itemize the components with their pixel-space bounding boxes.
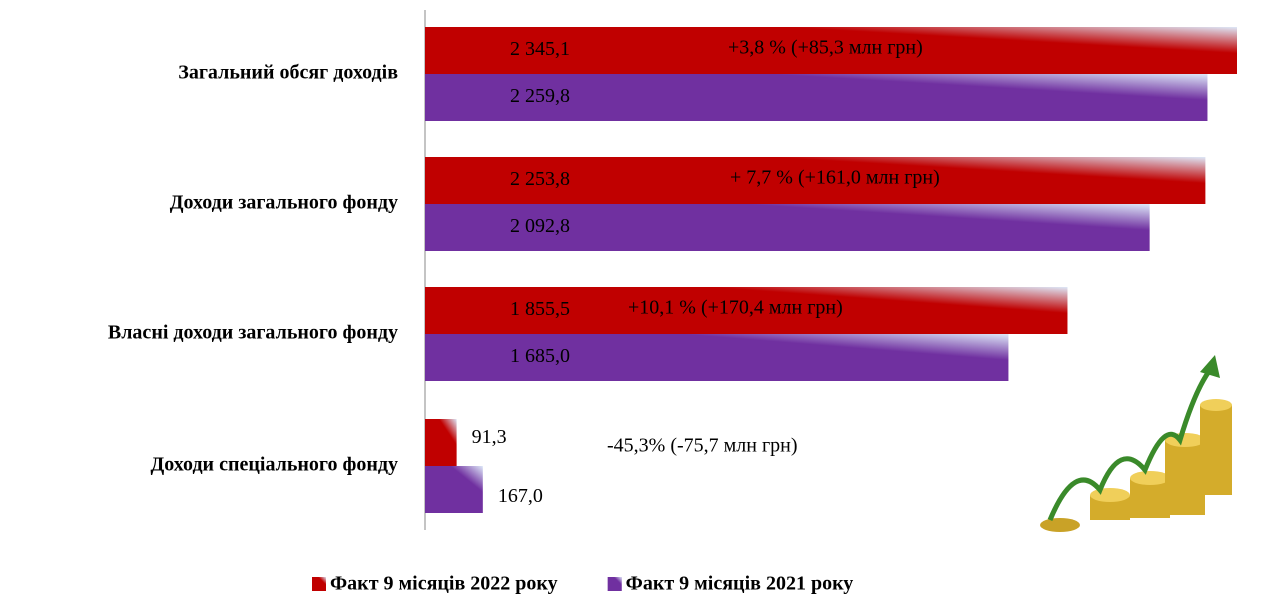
legend-swatch [312,577,326,591]
value-label: 91,3 [472,426,507,448]
value-label: 2 092,8 [510,215,570,237]
bar [425,419,457,466]
coins-decoration [1040,355,1232,532]
category-label: Доходи загального фонду [170,192,398,214]
annotation: -45,3% (-75,7 млн грн) [607,435,798,457]
legend-label: Факт 9 місяців 2021 року [626,573,854,595]
category-label: Власні доходи загального фонду [108,322,398,344]
category-label: Доходи спеціального фонду [151,454,398,476]
annotation: + 7,7 % (+161,0 млн грн) [730,167,940,189]
annotation: +10,1 % (+170,4 млн грн) [628,297,843,319]
annotation: +3,8 % (+85,3 млн грн) [728,37,923,59]
bar [425,74,1208,121]
legend-swatch [607,577,622,591]
value-label: 1 855,5 [510,298,570,320]
bar [425,287,1068,334]
value-label: 2 259,8 [510,85,570,107]
bar [425,466,483,513]
bar [425,157,1206,204]
value-label: 2 253,8 [510,168,570,190]
category-label: Загальний обсяг доходів [178,62,398,84]
bar [425,204,1150,251]
bar [425,27,1237,74]
value-label: 2 345,1 [510,38,570,60]
bar [425,334,1009,381]
legend-label: Факт 9 місяців 2022 року [330,573,558,595]
value-label: 1 685,0 [510,345,570,367]
value-label: 167,0 [498,485,543,507]
